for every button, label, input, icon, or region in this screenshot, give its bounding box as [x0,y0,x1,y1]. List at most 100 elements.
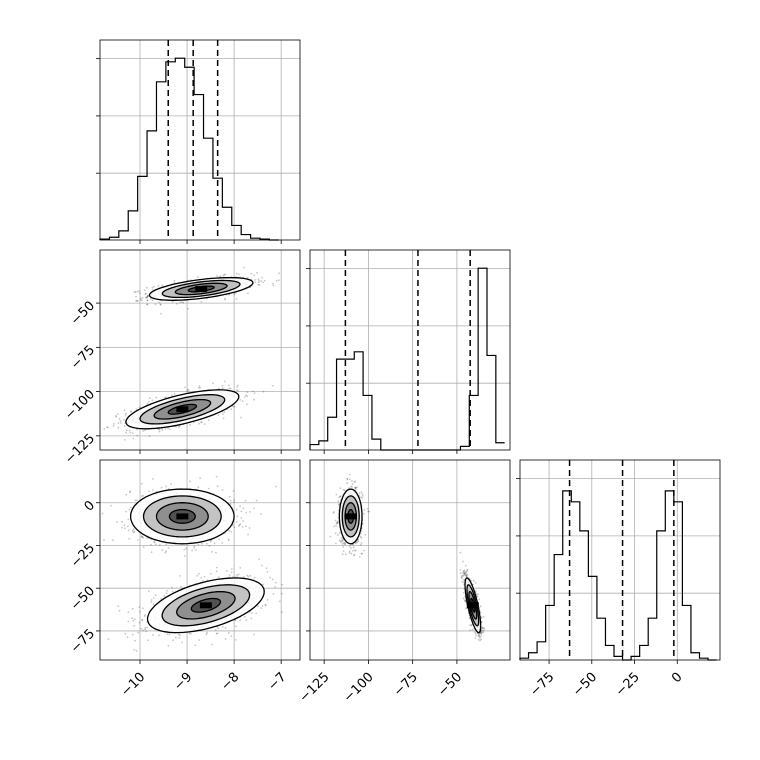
sample-point [131,607,134,610]
sample-point [123,438,126,441]
sample-point [169,428,172,431]
sample-point [230,571,233,574]
sample-point [340,541,342,544]
density-peak [176,406,189,413]
sample-point [272,282,274,285]
sample-point [480,629,483,632]
sample-point [254,279,257,281]
sample-point [189,423,192,426]
sample-point [216,485,219,488]
sample-point [161,429,164,432]
sample-point [112,425,115,427]
sample-point [136,300,139,303]
sample-point [124,632,127,635]
sample-point [240,517,243,519]
sample-point [152,489,154,491]
sample-point [222,413,224,415]
sample-point [196,574,199,577]
sample-point [165,592,168,595]
sample-point [235,521,238,523]
sample-point [158,544,161,546]
sample-point [150,601,153,603]
sample-point [191,549,194,552]
sample-point [146,299,149,302]
sample-point [350,485,352,488]
sample-point [129,431,132,434]
sample-point [179,575,181,577]
sample-point [144,296,147,299]
sample-point [140,495,143,498]
sample-point [144,628,147,631]
sample-point [465,607,467,610]
sample-point [348,478,351,481]
density-peak [176,513,189,520]
sample-point [460,576,463,579]
sample-point [227,538,230,541]
sample-point [176,302,178,305]
sample-point [224,297,227,300]
sample-point [235,508,238,511]
sample-point [170,483,172,485]
sample-point [133,624,136,627]
sample-point [121,526,123,529]
sample-point [271,578,274,581]
sample-point [357,540,359,543]
sample-point [152,289,154,291]
sample-point [266,571,269,573]
sample-point [480,632,482,635]
sample-point [237,389,239,392]
sample-point [468,617,471,620]
sample-point [245,511,248,514]
sample-point [470,624,473,627]
sample-point [207,419,210,421]
sample-point [171,586,173,589]
sample-point [459,572,462,575]
sample-point [256,271,258,274]
sample-point [192,421,195,424]
sample-point [119,419,122,422]
sample-point [361,497,363,499]
sample-point [123,524,126,527]
sample-point [234,639,237,641]
sample-point [198,572,200,575]
sample-point [195,549,197,551]
sample-point [193,545,196,548]
sample-point [139,611,141,613]
contour-line [174,282,228,296]
sample-point [280,592,283,595]
sample-point [336,522,339,524]
sample-point [358,556,361,558]
sample-point [140,297,142,300]
sample-point [161,549,164,552]
sample-point [352,546,355,549]
sample-point [129,490,132,492]
sample-point [144,429,146,431]
sample-point [154,303,157,306]
sample-point [146,296,148,299]
sample-point [187,307,190,310]
sample-point [144,614,146,616]
sample-point [124,414,127,416]
sample-point [480,631,482,633]
sample-point [336,521,339,524]
sample-point [157,284,160,287]
sample-point [136,428,139,431]
sample-point [258,284,261,286]
sample-point [350,547,352,549]
sample-point [224,273,227,276]
sample-point [337,516,339,519]
sample-point [341,540,344,543]
sample-point [133,290,136,293]
sample-point [241,526,244,528]
sample-point [145,286,148,289]
sample-point [118,418,121,420]
sample-point [136,499,138,502]
sample-point [359,535,362,538]
sample-point [200,577,203,579]
sample-point [197,387,200,389]
sample-point [171,590,174,593]
sample-point [356,486,358,489]
sample-point [250,617,253,620]
sample-point [352,549,354,552]
